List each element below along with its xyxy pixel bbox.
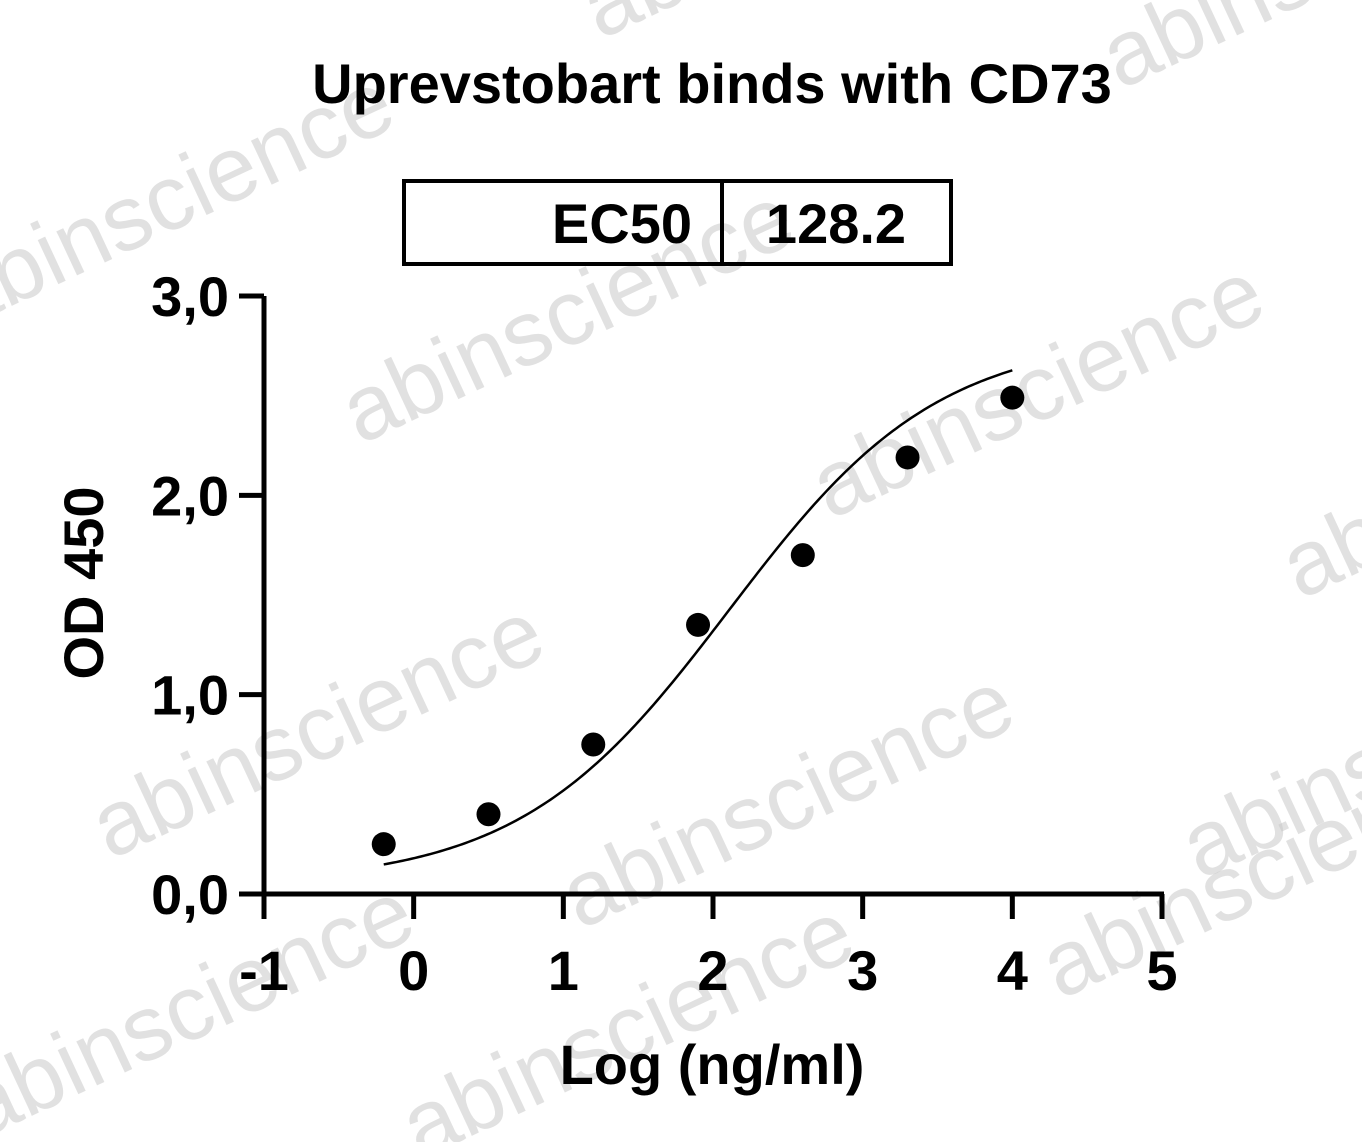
x-tick-label: 5 [1146,939,1177,1002]
x-tick-label: 4 [997,939,1028,1002]
x-tick-label: 0 [398,939,429,1002]
watermark-text: abinscience [75,580,558,878]
data-point [476,802,501,827]
watermark-text: abinscience [795,240,1278,538]
ec50-table-border [402,179,953,266]
y-tick-label: 0,0 [151,863,229,926]
data-point [371,832,396,857]
ec50-label: EC50 [552,192,692,255]
ec50-table: EC50 128.2 [402,179,953,266]
data-point [581,732,606,757]
watermark-text: abinscience [1265,320,1362,618]
data-points [371,385,1025,857]
watermark-text: abinscience [565,0,1048,58]
x-tick-label: 2 [697,939,728,1002]
data-point [686,612,711,637]
watermark-text: abinscience [1085,0,1362,108]
x-axis-label: Log (ng/ml) [560,1033,865,1096]
x-tick-label: 3 [847,939,878,1002]
axes: -1 0 1 2 3 4 5 0,0 1,0 2,0 3,0 [151,265,1177,1002]
fit-curve [383,369,1013,866]
x-tick-label: -1 [239,939,289,1002]
chart-title: Uprevstobart binds with CD73 [312,52,1112,115]
data-point [1000,385,1025,410]
ec50-value: 128.2 [766,192,906,255]
data-point [895,445,920,470]
y-tick-label: 2,0 [151,464,229,527]
data-point [790,543,815,568]
y-axis-label: OD 450 [52,487,115,680]
y-tick-label: 1,0 [151,664,229,727]
y-tick-label: 3,0 [151,265,229,328]
x-tick-label: 1 [548,939,579,1002]
